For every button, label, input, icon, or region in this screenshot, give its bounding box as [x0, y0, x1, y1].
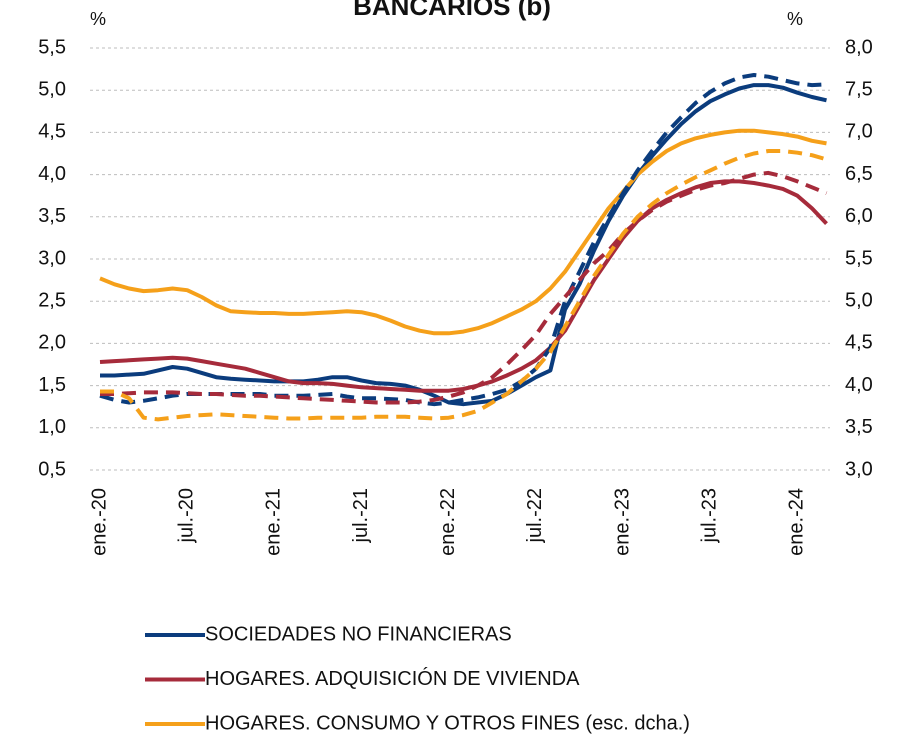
- y-tick-label: 5,5: [38, 36, 66, 58]
- legend-label: HOGARES. CONSUMO Y OTROS FINES (esc. dch…: [205, 712, 690, 734]
- y-axis-label: %: [90, 9, 106, 29]
- y2-tick-label: 3,0: [845, 458, 873, 480]
- y-tick-label: 1,5: [38, 374, 66, 396]
- dashed-line: [100, 170, 828, 405]
- x-tick-label: jul.-21: [350, 488, 372, 543]
- line: [99, 179, 828, 393]
- y-tick-label: 5,0: [38, 78, 66, 100]
- x-tick-label: jul.-22: [524, 488, 546, 543]
- y2-axis-label: %: [787, 9, 803, 29]
- y2-tick-label: 8,0: [845, 36, 873, 58]
- y2-tick-label: 6,0: [845, 205, 873, 227]
- dashed-line: [100, 149, 828, 422]
- y-tick-label: 3,0: [38, 247, 66, 269]
- legend-label: HOGARES. ADQUISICIÓN DE VIVIENDA: [205, 667, 580, 690]
- y-tick-label: 2,5: [38, 289, 66, 311]
- x-tick-label: jul.-20: [175, 488, 197, 543]
- y-tick-label: 3,5: [38, 205, 66, 227]
- x-tick-label: jul.-23: [699, 488, 721, 543]
- x-tick-label: ene.-20: [88, 488, 110, 556]
- y-tick-label: 4,0: [38, 163, 66, 185]
- chart-title: BANCARIOS (b): [353, 0, 551, 21]
- legend-label: SOCIEDADES NO FINANCIERAS: [205, 623, 512, 645]
- y2-tick-label: 7,5: [845, 78, 873, 100]
- x-tick-label: ene.-21: [263, 488, 285, 556]
- x-tick-label: ene.-24: [786, 488, 808, 556]
- y2-tick-label: 4,0: [845, 374, 873, 396]
- x-tick-label: ene.-22: [437, 488, 459, 556]
- y-tick-label: 2,0: [38, 332, 66, 354]
- x-tick-label: ene.-23: [611, 488, 633, 556]
- y-tick-label: 0,5: [38, 458, 66, 480]
- dashed-line: [99, 73, 827, 407]
- y2-tick-label: 5,5: [845, 247, 873, 269]
- y2-tick-label: 6,5: [845, 163, 873, 185]
- line: [100, 83, 827, 407]
- y-tick-label: 4,5: [38, 121, 66, 143]
- y2-tick-label: 4,5: [845, 332, 873, 354]
- y2-tick-label: 7,0: [845, 121, 873, 143]
- y-tick-label: 1,0: [38, 416, 66, 438]
- y2-tick-label: 5,0: [845, 289, 873, 311]
- y2-tick-label: 3,5: [845, 416, 873, 438]
- line: [99, 128, 827, 336]
